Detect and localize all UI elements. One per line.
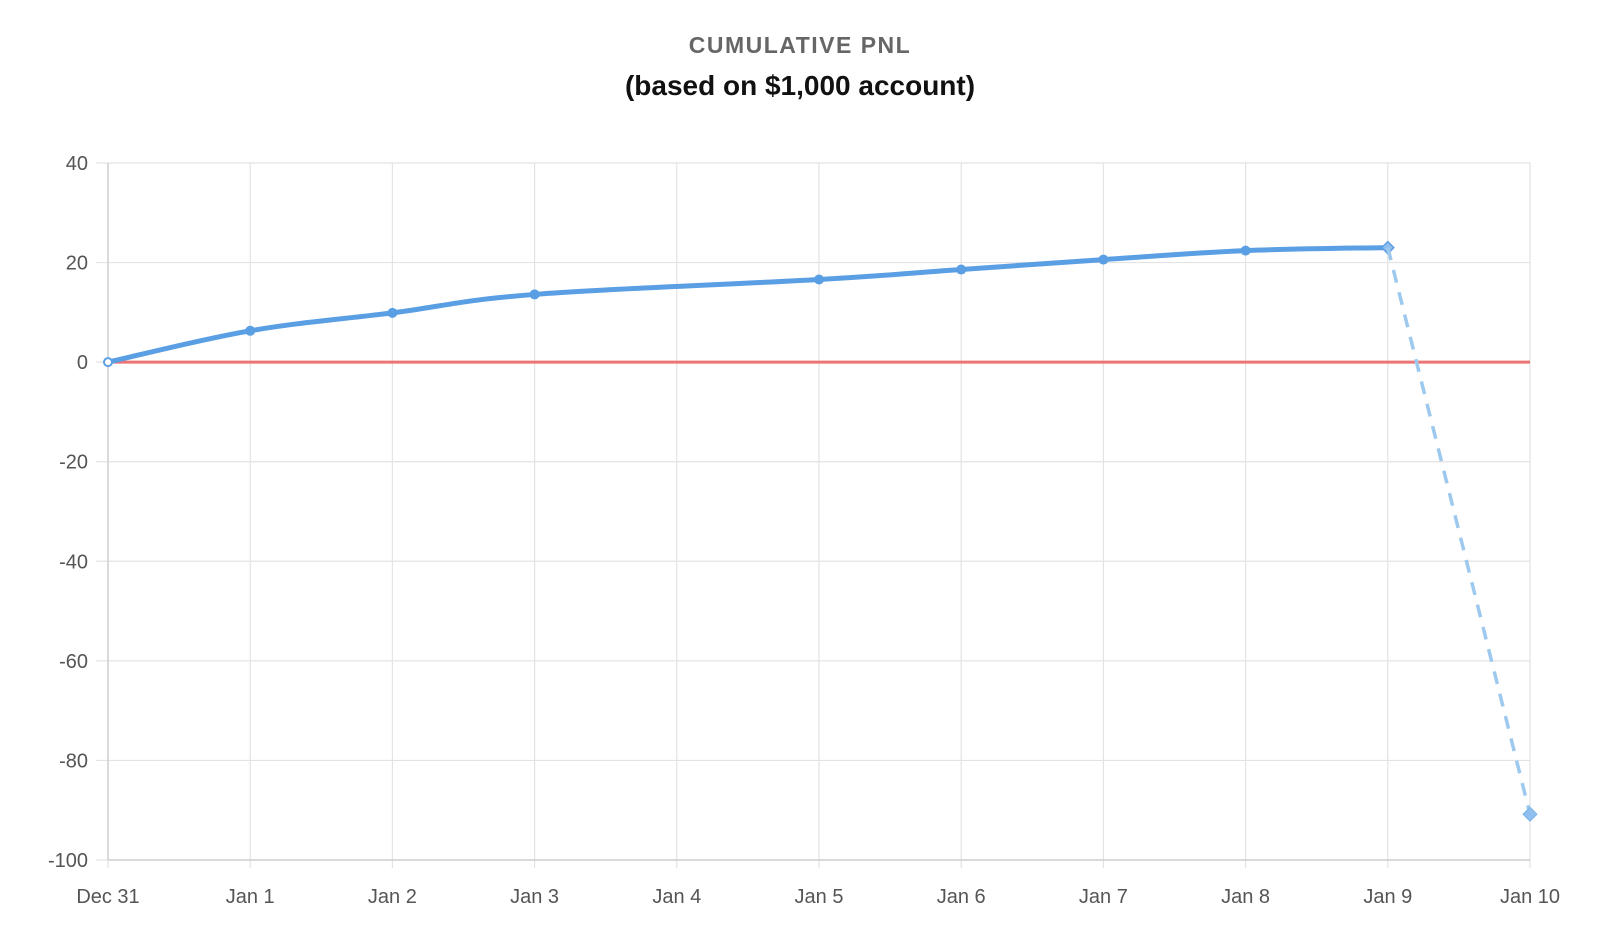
x-tick-label: Jan 7 [1079, 886, 1128, 908]
grid [96, 162, 1531, 868]
data-point [956, 264, 967, 275]
series-layer [103, 240, 1538, 822]
chart-subtitle: (based on $1,000 account) [624, 70, 976, 101]
y-tick-label: -80 [59, 750, 88, 772]
y-tick-label: 20 [66, 253, 88, 275]
data-point [387, 307, 398, 318]
y-tick-label: -40 [59, 551, 88, 573]
pnl-line-solid [105, 245, 1391, 365]
data-point [245, 325, 256, 336]
x-tick-label: Jan 10 [1500, 886, 1560, 908]
data-point [529, 289, 540, 300]
data-point [103, 357, 113, 368]
pnl-line-dashed [1386, 247, 1532, 815]
y-tick-label: 40 [66, 153, 88, 175]
x-tick-label: Jan 3 [510, 886, 559, 908]
y-tick-label: -20 [59, 452, 88, 474]
x-tick-label: Jan 2 [368, 886, 417, 908]
data-point-diamond [1522, 806, 1538, 822]
data-point [1098, 254, 1109, 265]
x-tick-label: Jan 8 [1221, 886, 1270, 908]
x-tick-label: Jan 4 [652, 886, 701, 908]
x-tick-label: Jan 6 [937, 886, 986, 908]
y-tick-label: -100 [48, 850, 88, 872]
x-tick-label: Jan 1 [226, 886, 275, 908]
x-tick-label: Jan 5 [795, 886, 844, 908]
chart-title: CUMULATIVE PNL [688, 32, 912, 58]
x-tick-label: Dec 31 [76, 886, 139, 908]
x-tick-label: Jan 9 [1363, 886, 1412, 908]
axis-labels: Dec 31 Jan 1 Jan 2 Jan 3 Jan 4 Jan 5 Jan 6 Jan … [48, 153, 1560, 908]
y-tick-label: -60 [59, 651, 88, 673]
y-tick-label: 0 [77, 352, 88, 374]
data-point [814, 274, 824, 285]
data-point [1240, 245, 1251, 256]
